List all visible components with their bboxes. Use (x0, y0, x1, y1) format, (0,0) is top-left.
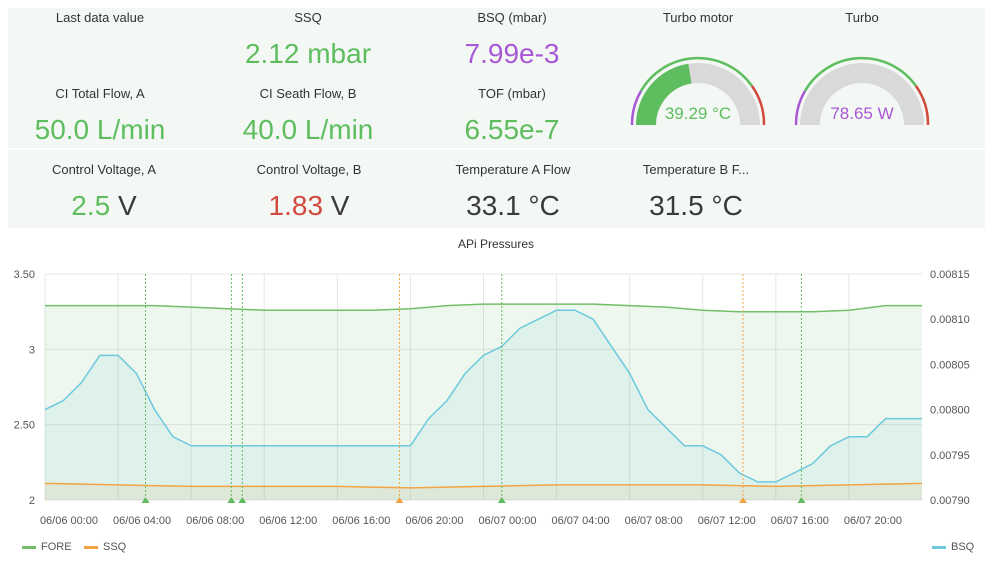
y-right-tick: 0.00810 (930, 314, 970, 326)
turbo-gauge (794, 56, 930, 126)
bsq-value: 7.99e-3 (464, 38, 560, 69)
annotation-marker (238, 497, 247, 503)
turbo-motor-gauge-threshold-low (630, 90, 643, 126)
legend-ssq-label: SSQ (103, 541, 127, 553)
y-left-tick: 3 (29, 344, 35, 356)
ci-seath-flow-title: CI Seath Flow, B (259, 86, 357, 101)
legend-bsq-label: BSQ (951, 541, 975, 553)
series-line-fore (45, 303, 922, 313)
x-tick: 06/07 20:00 (844, 515, 902, 527)
api-pressures-chart: APi Pressures 2 2.50 3 3.50 0.00790 0.00795 0… (14, 237, 970, 527)
temp-b-flow-title: Temperature B F... (642, 162, 750, 177)
y-right-tick: 0.00800 (930, 405, 970, 417)
ci-total-flow-value: 50.0 L/min (34, 114, 166, 145)
turbo-gauge-track (800, 63, 924, 126)
temp-a-flow-title: Temperature A Flow (455, 162, 571, 177)
x-tick: 06/07 04:00 (552, 515, 610, 527)
series-line-ssq (44, 482, 923, 489)
turbo-motor-gauge-threshold-high (750, 85, 766, 126)
x-tick: 06/06 00:00 (40, 515, 98, 527)
legend-ssq[interactable]: SSQ (84, 541, 126, 553)
annotation-marker (227, 497, 236, 503)
legend-bsq[interactable]: BSQ (932, 541, 974, 553)
legend-ssq-swatch (84, 545, 98, 549)
turbo-motor-gauge-fill (636, 63, 692, 126)
series-area-bsq (45, 310, 922, 500)
temp-b-flow-value: 31.5 °C (649, 190, 743, 221)
turbo-gauge-threshold-low (794, 90, 807, 126)
series-line-bsq (44, 309, 922, 483)
annotation-marker (797, 497, 806, 503)
control-voltage-a-title: Control Voltage, A (51, 162, 157, 177)
turbo-gauge-threshold-high (914, 85, 930, 126)
ci-seath-flow-value: 40.0 L/min (242, 114, 374, 145)
control-voltage-b-value: 1.83 (268, 190, 324, 221)
y-left-tick: 2.50 (14, 420, 35, 432)
ssq-value: 2.12 mbar (244, 38, 372, 69)
annotation-marker (395, 497, 404, 503)
last-data-value-title: Last data value (55, 10, 145, 25)
control-voltage-a-value: 2.5 (71, 190, 111, 221)
bsq-title: BSQ (mbar) (477, 10, 547, 25)
tof-value: 6.55e-7 (464, 114, 560, 145)
legend-fore-label: FORE (41, 541, 72, 553)
y-right-tick: 0.00795 (930, 450, 970, 462)
chart-title: APi Pressures (458, 237, 534, 251)
turbo-gauge-threshold-mid (803, 56, 918, 92)
control-voltage-b-title: Control Voltage, B (256, 162, 362, 177)
x-tick: 06/07 08:00 (625, 515, 683, 527)
tof-title: TOF (mbar) (478, 86, 546, 101)
x-tick: 06/06 04:00 (113, 515, 171, 527)
legend-bsq-swatch (932, 545, 946, 549)
series-area-ssq (45, 483, 922, 500)
x-tick: 06/06 20:00 (405, 515, 463, 527)
ci-total-flow-title: CI Total Flow, A (55, 86, 145, 101)
annotation-marker (738, 497, 747, 503)
temp-a-flow-value: 33.1 °C (466, 190, 560, 221)
control-voltage-b: 1.83 V (209, 190, 409, 222)
control-voltage-b-unit: V (330, 190, 350, 221)
series-area-fore (45, 304, 922, 500)
x-tick: 06/06 08:00 (186, 515, 244, 527)
x-tick: 06/07 12:00 (698, 515, 756, 527)
turbo-value: 78.65 W (830, 104, 894, 123)
x-tick: 06/06 16:00 (332, 515, 390, 527)
legend-fore-swatch (22, 545, 36, 549)
y-right-tick: 0.00805 (930, 359, 970, 371)
y-left-tick: 2 (29, 495, 35, 507)
legend-fore[interactable]: FORE (22, 541, 72, 553)
stats-panel-middle (8, 150, 985, 228)
y-right-tick: 0.00790 (930, 495, 970, 507)
turbo-motor-value: 39.29 °C (664, 104, 732, 123)
turbo-motor-title: Turbo motor (662, 10, 734, 25)
x-tick: 06/06 12:00 (259, 515, 317, 527)
annotation-marker (141, 497, 150, 503)
ssq-title: SSQ (294, 10, 322, 25)
control-voltage-a-unit: V (118, 190, 137, 221)
turbo-motor-gauge (630, 56, 766, 126)
x-tick: 06/07 16:00 (771, 515, 829, 527)
y-left-tick: 3.50 (14, 269, 35, 281)
annotation-marker (497, 497, 506, 503)
control-voltage-a: 2.5 V (4, 190, 204, 222)
turbo-motor-gauge-threshold-mid (639, 56, 754, 92)
y-right-tick: 0.00815 (930, 269, 970, 281)
x-tick: 06/07 00:00 (478, 515, 536, 527)
turbo-title: Turbo (845, 10, 879, 25)
